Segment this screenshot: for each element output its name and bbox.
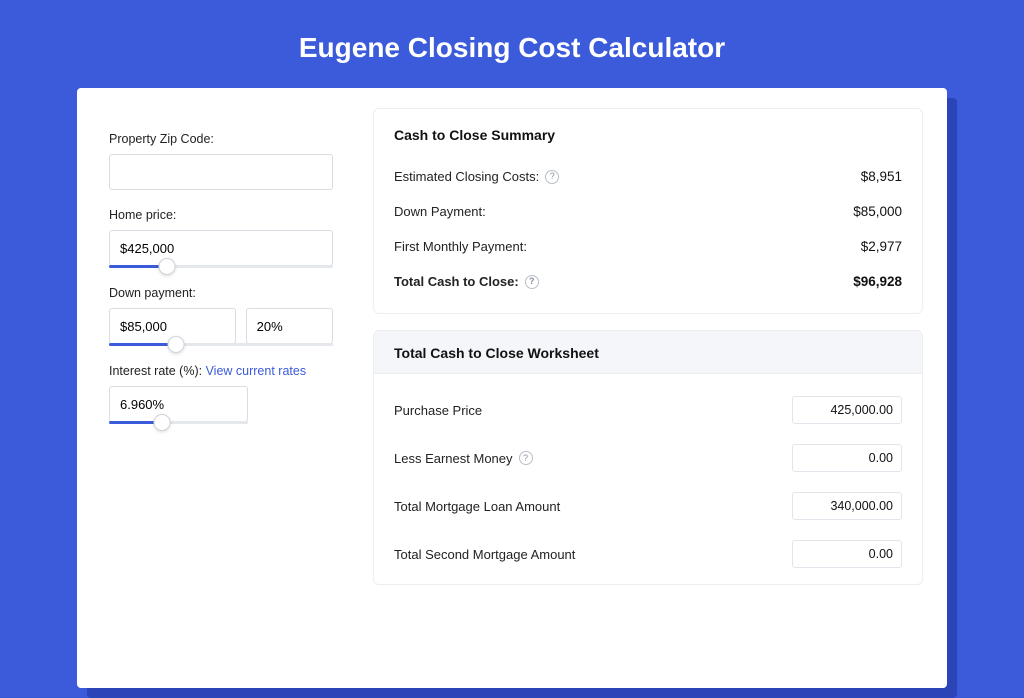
summary-row-label-text: First Monthly Payment:	[394, 239, 527, 254]
summary-row-label: Total Cash to Close:?	[394, 274, 539, 289]
worksheet-row: Less Earnest Money?	[394, 434, 902, 482]
interest-slider[interactable]	[109, 421, 248, 424]
summary-row-label: Estimated Closing Costs:?	[394, 169, 559, 184]
help-icon[interactable]: ?	[519, 451, 533, 465]
zip-label: Property Zip Code:	[109, 132, 333, 146]
home-price-field-group: Home price:	[109, 208, 333, 268]
worksheet-row-input[interactable]	[792, 396, 902, 424]
calculator-card: Property Zip Code: Home price: Down paym…	[77, 88, 947, 688]
worksheet-row-label-text: Less Earnest Money	[394, 451, 513, 466]
worksheet-row-label: Purchase Price	[394, 403, 482, 418]
results-column: Cash to Close Summary Estimated Closing …	[357, 88, 947, 688]
summary-row-value: $96,928	[853, 274, 902, 289]
summary-row-label: First Monthly Payment:	[394, 239, 527, 254]
summary-heading: Cash to Close Summary	[394, 127, 902, 143]
worksheet-panel: Total Cash to Close Worksheet Purchase P…	[373, 330, 923, 585]
worksheet-row: Total Mortgage Loan Amount	[394, 482, 902, 530]
view-rates-link[interactable]: View current rates	[206, 364, 307, 378]
worksheet-row-label-text: Total Second Mortgage Amount	[394, 547, 575, 562]
interest-label: Interest rate (%): View current rates	[109, 364, 333, 378]
worksheet-row: Total Second Mortgage Amount	[394, 530, 902, 578]
worksheet-row-label-text: Total Mortgage Loan Amount	[394, 499, 560, 514]
interest-slider-thumb[interactable]	[153, 414, 170, 431]
summary-panel: Cash to Close Summary Estimated Closing …	[373, 108, 923, 314]
calculator-card-wrap: Property Zip Code: Home price: Down paym…	[77, 88, 947, 688]
down-payment-slider-fill	[109, 343, 176, 346]
summary-row-value: $8,951	[861, 169, 902, 184]
interest-label-text: Interest rate (%):	[109, 364, 206, 378]
zip-field-group: Property Zip Code:	[109, 132, 333, 190]
summary-rows: Estimated Closing Costs:? $8,951 Down Paym…	[394, 159, 902, 299]
zip-input[interactable]	[109, 154, 333, 190]
worksheet-row-label: Total Second Mortgage Amount	[394, 547, 575, 562]
home-price-input[interactable]	[109, 230, 333, 266]
worksheet-row-input[interactable]	[792, 492, 902, 520]
down-payment-field-group: Down payment:	[109, 286, 333, 346]
home-price-label: Home price:	[109, 208, 333, 222]
summary-row: Estimated Closing Costs:? $8,951	[394, 159, 902, 194]
summary-row-value: $85,000	[853, 204, 902, 219]
worksheet-row-input[interactable]	[792, 444, 902, 472]
worksheet-row-label-text: Purchase Price	[394, 403, 482, 418]
summary-row: First Monthly Payment: $2,977	[394, 229, 902, 264]
worksheet-heading: Total Cash to Close Worksheet	[373, 330, 923, 374]
interest-input[interactable]	[109, 386, 248, 422]
home-price-slider[interactable]	[109, 265, 333, 268]
worksheet-row-label: Total Mortgage Loan Amount	[394, 499, 560, 514]
summary-row-label-text: Total Cash to Close:	[394, 274, 519, 289]
summary-row: Down Payment: $85,000	[394, 194, 902, 229]
down-payment-label: Down payment:	[109, 286, 333, 300]
worksheet-rows: Purchase Price Less Earnest Money? Total M…	[373, 374, 923, 585]
help-icon[interactable]: ?	[545, 170, 559, 184]
page-title: Eugene Closing Cost Calculator	[0, 0, 1024, 88]
worksheet-row-label: Less Earnest Money?	[394, 451, 533, 466]
worksheet-row-input[interactable]	[792, 540, 902, 568]
summary-row-label-text: Estimated Closing Costs:	[394, 169, 539, 184]
help-icon[interactable]: ?	[525, 275, 539, 289]
interest-field-group: Interest rate (%): View current rates	[109, 364, 333, 424]
summary-row-value: $2,977	[861, 239, 902, 254]
input-sidebar: Property Zip Code: Home price: Down paym…	[77, 88, 357, 688]
worksheet-row: Purchase Price	[394, 386, 902, 434]
down-payment-percent-input[interactable]	[246, 308, 333, 344]
home-price-slider-thumb[interactable]	[159, 258, 176, 275]
summary-row: Total Cash to Close:? $96,928	[394, 264, 902, 299]
summary-row-label-text: Down Payment:	[394, 204, 486, 219]
summary-row-label: Down Payment:	[394, 204, 486, 219]
down-payment-slider-thumb[interactable]	[168, 336, 185, 353]
down-payment-slider[interactable]	[109, 343, 333, 346]
